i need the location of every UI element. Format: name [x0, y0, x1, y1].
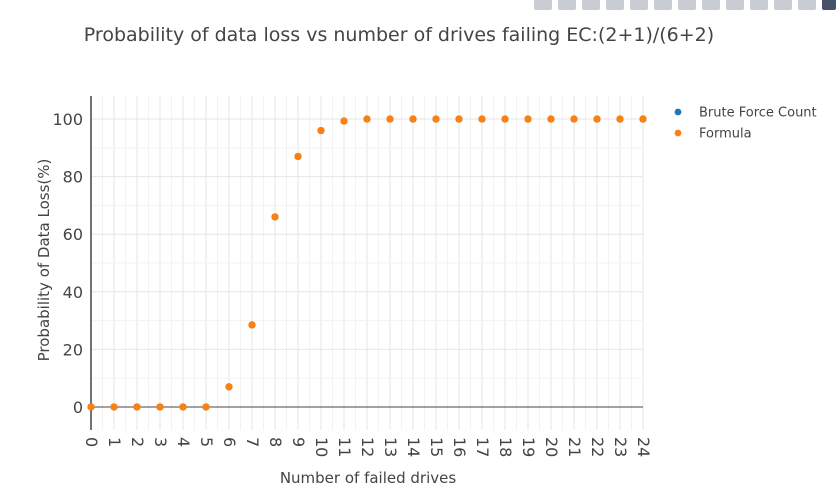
data-point[interactable]: [432, 115, 440, 123]
x-tick-label: 12: [358, 437, 377, 457]
zoom-icon[interactable]: [558, 0, 576, 10]
x-tick-label: 22: [588, 437, 607, 457]
y-tick-label: 0: [73, 398, 83, 417]
x-tick-label: 15: [427, 437, 446, 457]
x-tick-label: 14: [404, 437, 423, 457]
x-tick-label: 18: [496, 437, 515, 457]
data-point[interactable]: [547, 115, 555, 123]
x-tick-label: 20: [542, 437, 561, 457]
x-tick-label: 24: [634, 437, 653, 457]
x-tick-label: 7: [243, 437, 262, 447]
x-tick-label: 0: [82, 437, 101, 447]
data-point[interactable]: [409, 115, 417, 123]
home-icon[interactable]: [726, 0, 744, 10]
data-point[interactable]: [455, 115, 463, 123]
y-tick-label: 40: [63, 283, 83, 302]
x-tick-label: 1: [105, 437, 124, 447]
camera-icon[interactable]: [534, 0, 552, 10]
pan-icon[interactable]: [582, 0, 600, 10]
x-tick-label: 21: [565, 437, 584, 457]
x-tick-label: 5: [197, 437, 216, 447]
data-point[interactable]: [87, 403, 95, 411]
x-tick-label: 16: [450, 437, 469, 457]
data-point[interactable]: [478, 115, 486, 123]
x-tick-label: 3: [151, 437, 170, 447]
modebar: [470, 0, 840, 14]
x-tick-label: 17: [473, 437, 492, 457]
data-point[interactable]: [501, 115, 509, 123]
data-point[interactable]: [363, 115, 371, 123]
legend-entry: Formula: [699, 127, 752, 142]
data-point[interactable]: [593, 115, 601, 123]
y-tick-label: 60: [63, 225, 83, 244]
lasso-icon[interactable]: [630, 0, 648, 10]
spike-lines-icon[interactable]: [750, 0, 768, 10]
series-formula: [87, 115, 647, 411]
legend-entry: Brute Force Count: [699, 106, 817, 121]
data-point[interactable]: [248, 321, 256, 329]
data-point[interactable]: [639, 115, 647, 123]
legend: Brute Force Count Formula: [674, 106, 817, 142]
data-point[interactable]: [271, 213, 279, 221]
x-tick-label: 4: [174, 437, 193, 447]
chart-title: Probability of data loss vs number of dr…: [84, 24, 714, 46]
data-point[interactable]: [133, 403, 141, 411]
data-point[interactable]: [616, 115, 624, 123]
data-point[interactable]: [156, 403, 164, 411]
hover-compare-icon[interactable]: [798, 0, 816, 10]
hover-closest-icon[interactable]: [774, 0, 792, 10]
y-tick-label: 100: [52, 110, 83, 129]
data-point[interactable]: [570, 115, 578, 123]
x-tick-label: 13: [381, 437, 400, 457]
data-point[interactable]: [179, 403, 187, 411]
x-tick-label: 9: [289, 437, 308, 447]
x-tick-label: 2: [128, 437, 147, 447]
data-point[interactable]: [110, 403, 118, 411]
legend-marker: [674, 108, 682, 116]
y-axis-label: Probability of Data Loss(%): [35, 159, 53, 362]
box-select-icon[interactable]: [606, 0, 624, 10]
zoom-out-icon[interactable]: [678, 0, 696, 10]
legend-marker: [674, 129, 682, 137]
data-point[interactable]: [340, 117, 348, 125]
x-tick-label: 6: [220, 437, 239, 447]
autoscale-icon[interactable]: [702, 0, 720, 10]
x-tick-label: 10: [312, 437, 331, 457]
y-tick-label: 80: [63, 168, 83, 187]
x-tick-label: 11: [335, 437, 354, 457]
data-point[interactable]: [524, 115, 532, 123]
x-tick-label: 19: [519, 437, 538, 457]
y-tick-label: 20: [63, 340, 83, 359]
data-point[interactable]: [317, 126, 325, 135]
x-tick-label: 23: [611, 437, 630, 457]
x-axis-label: Number of failed drives: [280, 469, 457, 487]
x-tick-label: 8: [266, 437, 285, 447]
plotly-logo-icon[interactable]: [822, 0, 836, 10]
data-point[interactable]: [386, 115, 394, 123]
data-point[interactable]: [294, 152, 302, 161]
data-point[interactable]: [225, 383, 233, 391]
zoom-in-icon[interactable]: [654, 0, 672, 10]
data-point[interactable]: [202, 403, 210, 411]
